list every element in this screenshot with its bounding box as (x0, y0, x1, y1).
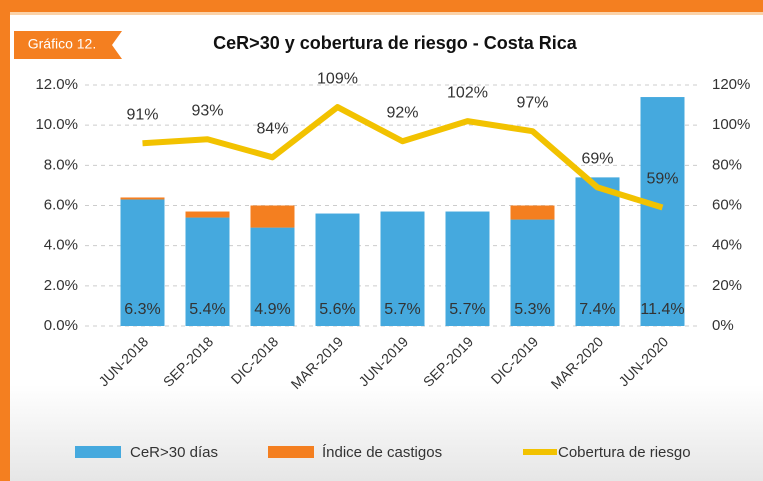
y-tick-label: 0.0% (44, 317, 78, 334)
y2-tick-label: 0% (712, 317, 734, 334)
bar (640, 97, 685, 326)
y2-tick-label: 20% (712, 277, 742, 294)
tag: Gráfico 12. (28, 36, 96, 52)
data-label: 93% (191, 102, 223, 119)
y-tick-label: 8.0% (44, 156, 78, 173)
data-label: 59% (646, 171, 678, 188)
data-label: 5.7% (449, 301, 485, 318)
data-label: 109% (317, 70, 358, 87)
bar (250, 227, 295, 326)
y-tick-label: 4.0% (44, 237, 78, 254)
y2-tick-label: 40% (712, 237, 742, 254)
data-label: 91% (126, 106, 158, 123)
data-label: 4.9% (254, 301, 290, 318)
bar (120, 197, 165, 200)
y2-tick-label: 60% (712, 196, 742, 213)
data-label: 97% (516, 94, 548, 111)
bar (510, 205, 555, 220)
y-tick-label: 2.0% (44, 277, 78, 294)
data-label: 7.4% (579, 301, 615, 318)
data-label: 11.4% (640, 301, 684, 318)
data-label: 5.3% (514, 301, 550, 318)
legend-label: Índice de castigos (322, 444, 442, 461)
bar (250, 205, 295, 228)
bar (185, 211, 230, 218)
data-label: 6.3% (124, 301, 160, 318)
legend-label: Cobertura de riesgo (558, 444, 691, 461)
line (142, 104, 664, 211)
tag-box (14, 31, 122, 59)
data-label: 102% (447, 84, 488, 101)
bar (315, 213, 360, 326)
y2-tick-label: 120% (712, 76, 750, 93)
legend-swatch (75, 446, 121, 458)
data-label: 5.7% (384, 301, 420, 318)
y-tick-label: 10.0% (35, 116, 78, 133)
chart-title: CeR>30 y cobertura de riesgo - Costa Ric… (213, 33, 578, 53)
data-label: 69% (581, 151, 613, 168)
bar (575, 177, 620, 326)
bar (120, 199, 165, 326)
legend-label: CeR>30 días (130, 444, 218, 461)
data-label: 84% (256, 121, 288, 138)
data-label: 5.4% (189, 301, 225, 318)
y2-tick-label: 100% (712, 116, 750, 133)
bar (445, 211, 490, 326)
y2-tick-label: 80% (712, 156, 742, 173)
data-label: 92% (386, 104, 418, 121)
frame-inner (10, 12, 763, 15)
y-tick-label: 6.0% (44, 196, 78, 213)
frame-top (0, 0, 763, 12)
legend-swatch (268, 446, 314, 458)
y-tick-label: 12.0% (35, 76, 78, 93)
frame-left (0, 0, 10, 481)
data-label: 5.6% (319, 301, 355, 318)
bar (185, 217, 230, 326)
bar (510, 219, 555, 326)
bar (380, 211, 425, 326)
